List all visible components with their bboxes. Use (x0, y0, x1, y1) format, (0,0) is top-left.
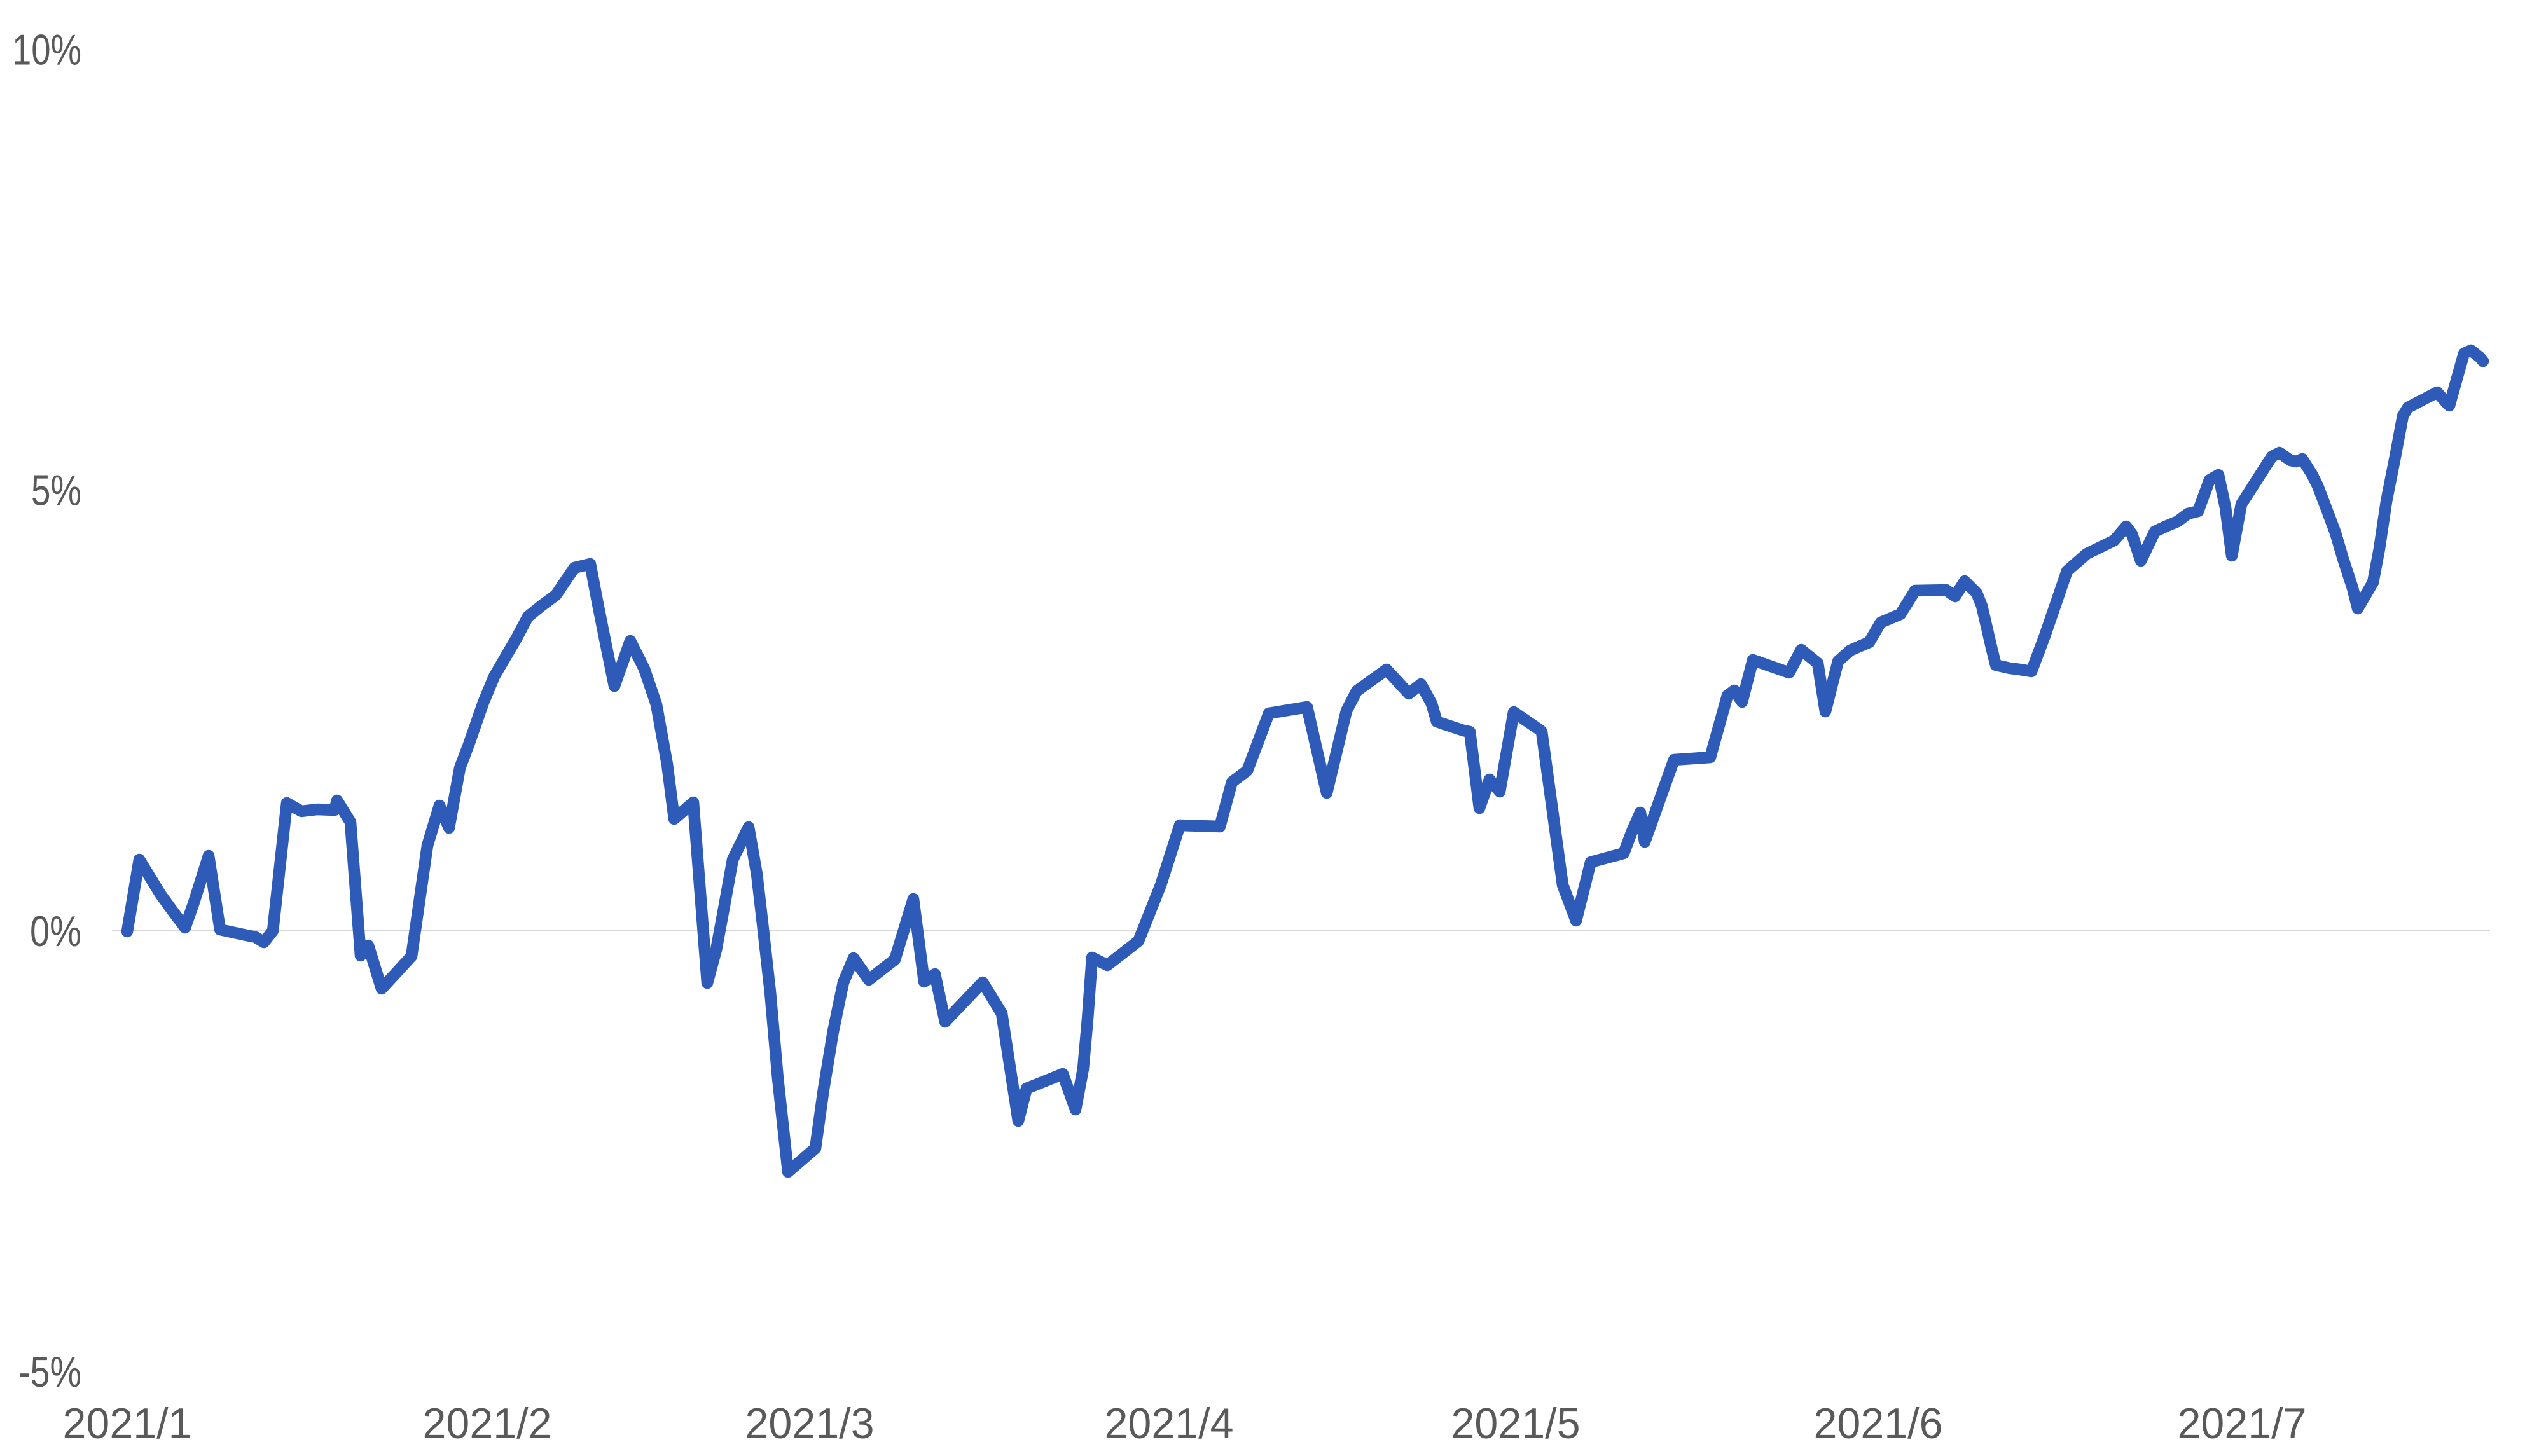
svg-text:-5%: -5% (18, 1348, 81, 1396)
svg-text:2021/6: 2021/6 (1814, 1399, 1943, 1448)
svg-text:2021/4: 2021/4 (1105, 1399, 1234, 1448)
svg-text:0%: 0% (30, 907, 81, 956)
svg-text:10%: 10% (12, 25, 81, 74)
svg-text:2021/3: 2021/3 (745, 1399, 875, 1448)
svg-text:2021/7: 2021/7 (2178, 1399, 2307, 1448)
svg-text:2021/5: 2021/5 (1451, 1399, 1581, 1448)
svg-text:2021/2: 2021/2 (423, 1399, 552, 1448)
svg-text:2021/1: 2021/1 (63, 1399, 192, 1448)
svg-text:5%: 5% (31, 467, 81, 515)
